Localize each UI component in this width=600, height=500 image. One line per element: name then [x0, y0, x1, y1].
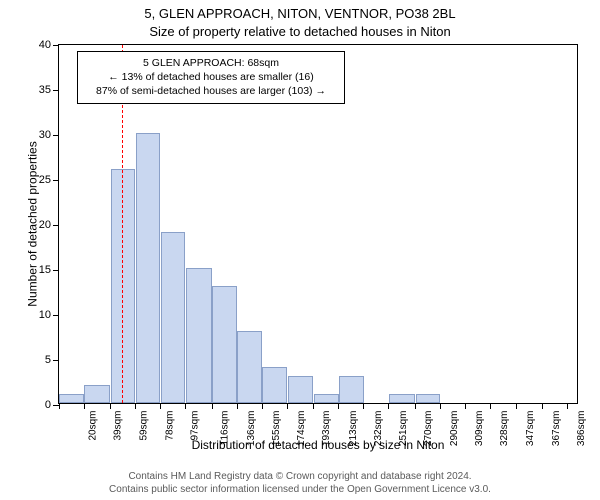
y-tick: [53, 45, 59, 46]
x-tick: [516, 403, 517, 409]
x-tick: [110, 403, 111, 409]
y-tick-label: 15: [39, 264, 51, 276]
x-tick-label: 78sqm: [164, 411, 175, 441]
y-tick-label: 25: [39, 174, 51, 186]
y-tick: [53, 270, 59, 271]
info-box-line: 5 GLEN APPROACH: 68sqm: [86, 56, 336, 70]
y-tick: [53, 180, 59, 181]
y-tick-label: 0: [45, 399, 51, 411]
histogram-bar: [389, 394, 415, 403]
plot-area: Number of detached properties 0510152025…: [58, 44, 578, 404]
x-axis-label: Distribution of detached houses by size …: [58, 438, 578, 452]
x-tick: [338, 403, 339, 409]
x-tick-label: 59sqm: [139, 411, 150, 441]
x-tick: [388, 403, 389, 409]
histogram-bar: [288, 376, 314, 403]
x-tick: [415, 403, 416, 409]
y-tick: [53, 90, 59, 91]
chart-root: 5, GLEN APPROACH, NITON, VENTNOR, PO38 2…: [0, 0, 600, 500]
histogram-bar: [59, 394, 84, 403]
y-tick-label: 30: [39, 129, 51, 141]
x-tick: [237, 403, 238, 409]
histogram-bar: [212, 286, 237, 403]
x-tick: [363, 403, 364, 409]
x-tick: [135, 403, 136, 409]
info-box-line: ← 13% of detached houses are smaller (16…: [86, 70, 336, 84]
y-tick-label: 10: [39, 309, 51, 321]
x-tick-label: 20sqm: [88, 411, 99, 441]
footer-line-1: Contains HM Land Registry data © Crown c…: [10, 471, 590, 484]
histogram-bar: [84, 385, 110, 403]
y-tick: [53, 360, 59, 361]
y-tick: [53, 135, 59, 136]
y-tick-label: 5: [45, 354, 51, 366]
histogram-bar: [186, 268, 212, 403]
x-tick: [160, 403, 161, 409]
x-tick: [490, 403, 491, 409]
x-tick-label: 39sqm: [113, 411, 124, 441]
footer-attribution: Contains HM Land Registry data © Crown c…: [10, 471, 590, 496]
y-tick-label: 40: [39, 39, 51, 51]
footer-line-2: Contains public sector information licen…: [10, 484, 590, 497]
x-tick: [84, 403, 85, 409]
x-tick: [465, 403, 466, 409]
y-tick: [53, 225, 59, 226]
x-tick: [567, 403, 568, 409]
x-tick: [313, 403, 314, 409]
histogram-bar: [237, 331, 262, 403]
info-box-line: 87% of semi-detached houses are larger (…: [86, 84, 336, 98]
x-tick: [59, 403, 60, 409]
histogram-bar: [314, 394, 339, 403]
histogram-bar: [161, 232, 186, 403]
x-tick: [212, 403, 213, 409]
histogram-bar: [339, 376, 364, 403]
info-box: 5 GLEN APPROACH: 68sqm← 13% of detached …: [77, 51, 345, 104]
y-tick: [53, 315, 59, 316]
x-tick: [262, 403, 263, 409]
y-tick-label: 35: [39, 84, 51, 96]
histogram-bar: [262, 367, 287, 403]
x-tick: [185, 403, 186, 409]
chart-title-line1: 5, GLEN APPROACH, NITON, VENTNOR, PO38 2…: [0, 6, 600, 21]
histogram-bar: [136, 133, 161, 403]
x-tick: [287, 403, 288, 409]
chart-title-line2: Size of property relative to detached ho…: [0, 24, 600, 39]
x-tick-label: 97sqm: [189, 411, 200, 441]
x-tick: [542, 403, 543, 409]
x-tick: [440, 403, 441, 409]
y-tick-label: 20: [39, 219, 51, 231]
histogram-bar: [416, 394, 441, 403]
